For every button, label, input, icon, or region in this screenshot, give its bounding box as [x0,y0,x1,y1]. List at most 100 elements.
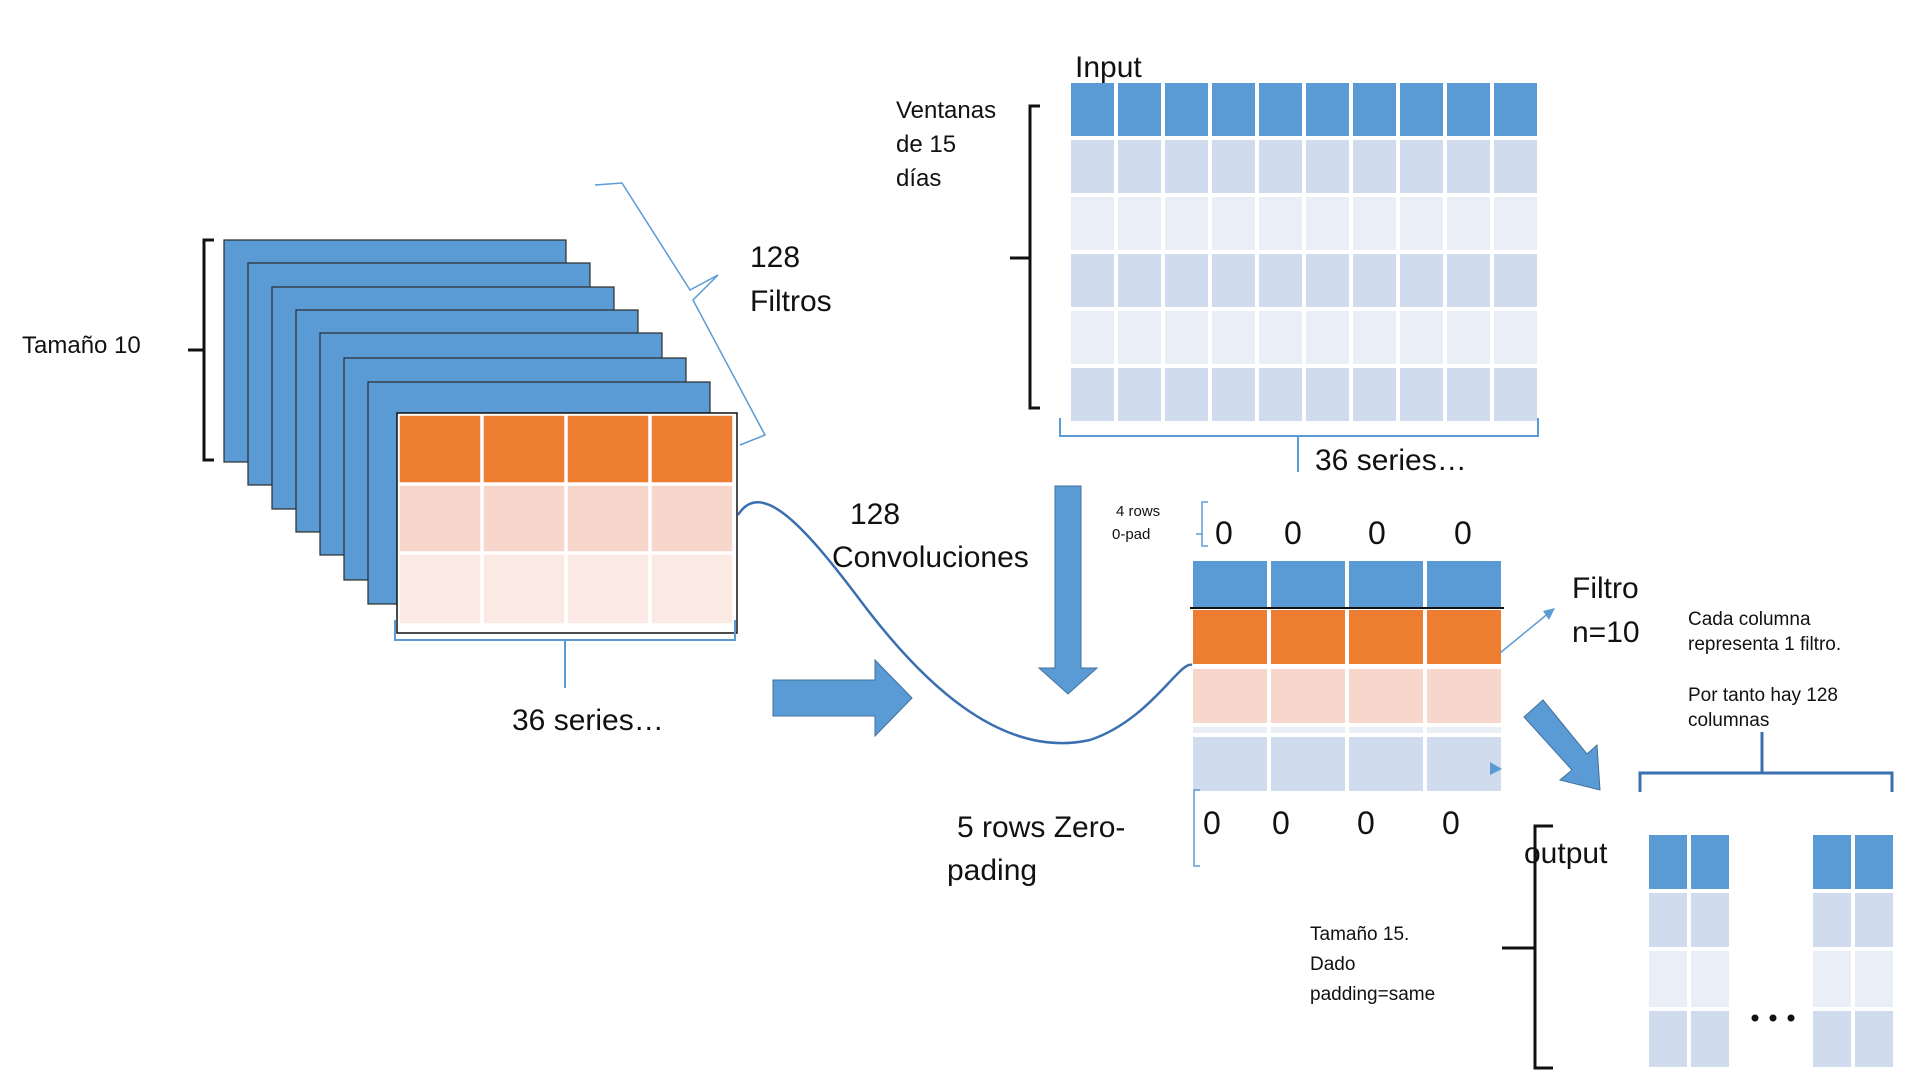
four-rows-brace [1196,501,1208,547]
front-cell [566,414,650,484]
output-cell-col-2 [1689,949,1731,1009]
filtros-count: 128 [750,241,801,274]
filter-cell [1347,559,1425,609]
front-cell [482,484,566,553]
filter-cell [1347,735,1425,793]
filter-grid [1190,559,1504,793]
input-cell [1351,309,1398,366]
cada-line-1: Cada columna [1688,609,1811,630]
input-cell [1069,138,1116,195]
filter-cell [1191,725,1269,735]
input-cell [1257,252,1304,309]
tamano15-line-2: Dado [1310,954,1356,975]
input-cell [1351,252,1398,309]
filter-cell [1347,725,1425,735]
ellipsis-dots [1751,1014,1795,1022]
input-cell [1116,81,1163,138]
series-left-label: 36 series… [512,704,664,737]
ventanas-label: Ventanas de 15 días [896,94,996,196]
zero-pad-line-2: pading [947,854,1038,887]
front-cell [398,553,482,625]
five-rows-brace [1193,789,1200,867]
output-cell-col-3 [1811,833,1853,891]
filter-cell [1191,735,1269,793]
input-cell [1116,309,1163,366]
small-marker [1490,762,1502,775]
input-cell [1116,366,1163,423]
input-cell [1445,81,1492,138]
convoluciones-label: Convoluciones [832,541,1029,574]
cada-line-2: representa 1 filtro. [1688,634,1842,655]
portanto-line-2: columnas [1688,710,1770,731]
zero-bottom-1: 0 [1203,805,1221,841]
zero-top-2: 0 [1284,515,1302,551]
input-cell [1304,138,1351,195]
output-cell-col-3 [1811,1009,1853,1069]
input-cell [1304,366,1351,423]
output-columns [1647,833,1895,1069]
input-cell [1445,138,1492,195]
input-cell [1304,195,1351,252]
filtro-pointer-head [1543,608,1555,620]
input-cell [1398,366,1445,423]
input-cell [1163,195,1210,252]
input-cell [1304,309,1351,366]
output-cell-col-1 [1647,1009,1689,1069]
zero-pad-line-1: 5 rows Zero- [957,811,1126,844]
output-cell-col-2 [1689,1009,1731,1069]
input-cell [1398,138,1445,195]
filter-cell [1425,559,1503,609]
input-cell [1492,309,1539,366]
input-cell [1351,138,1398,195]
series-top-label: 36 series… [1315,444,1467,477]
input-cell [1163,252,1210,309]
output-cell-col-3 [1811,891,1853,949]
input-cell [1257,366,1304,423]
input-cell [1398,309,1445,366]
input-cell [1163,138,1210,195]
input-cell [1492,81,1539,138]
input-cell [1163,366,1210,423]
filter-cell [1425,725,1503,735]
output-cell-col-3 [1811,949,1853,1009]
input-cell [1210,252,1257,309]
input-cell [1210,81,1257,138]
front-cell [566,553,650,625]
input-cell [1210,366,1257,423]
front-cell [398,414,482,484]
filter-cell [1191,667,1269,725]
input-cell [1069,195,1116,252]
filter-cell [1347,667,1425,725]
output-cell-col-4 [1853,833,1895,891]
input-cell [1069,309,1116,366]
input-grid [1069,81,1539,423]
input-cell [1116,138,1163,195]
front-cell [482,414,566,484]
input-brace [1010,104,1040,410]
input-cell [1351,195,1398,252]
input-cell [1163,81,1210,138]
filtro-label: Filtro [1572,572,1639,605]
zero-bottom-4: 0 [1442,805,1460,841]
input-cell [1257,309,1304,366]
input-cell [1069,81,1116,138]
series-left-brace [394,620,736,688]
filter-cell [1347,608,1425,666]
filter-cell [1269,559,1347,609]
conv-curve [736,501,1193,745]
rows-pad-line-1: 4 rows [1116,503,1161,520]
conv-count: 128 [850,498,901,531]
ventanas-line-1: Ventanas [896,97,997,124]
input-cell [1210,309,1257,366]
output-cell-col-4 [1853,949,1895,1009]
tamano-brace [188,238,214,462]
filtro-n-label: n=10 [1572,616,1640,649]
input-cell [1069,366,1116,423]
input-cell [1445,252,1492,309]
filter-cell [1269,667,1347,725]
output-cols-brace [1638,732,1894,792]
filter-cell [1269,725,1347,735]
filter-cell [1425,608,1503,666]
input-cell [1257,195,1304,252]
